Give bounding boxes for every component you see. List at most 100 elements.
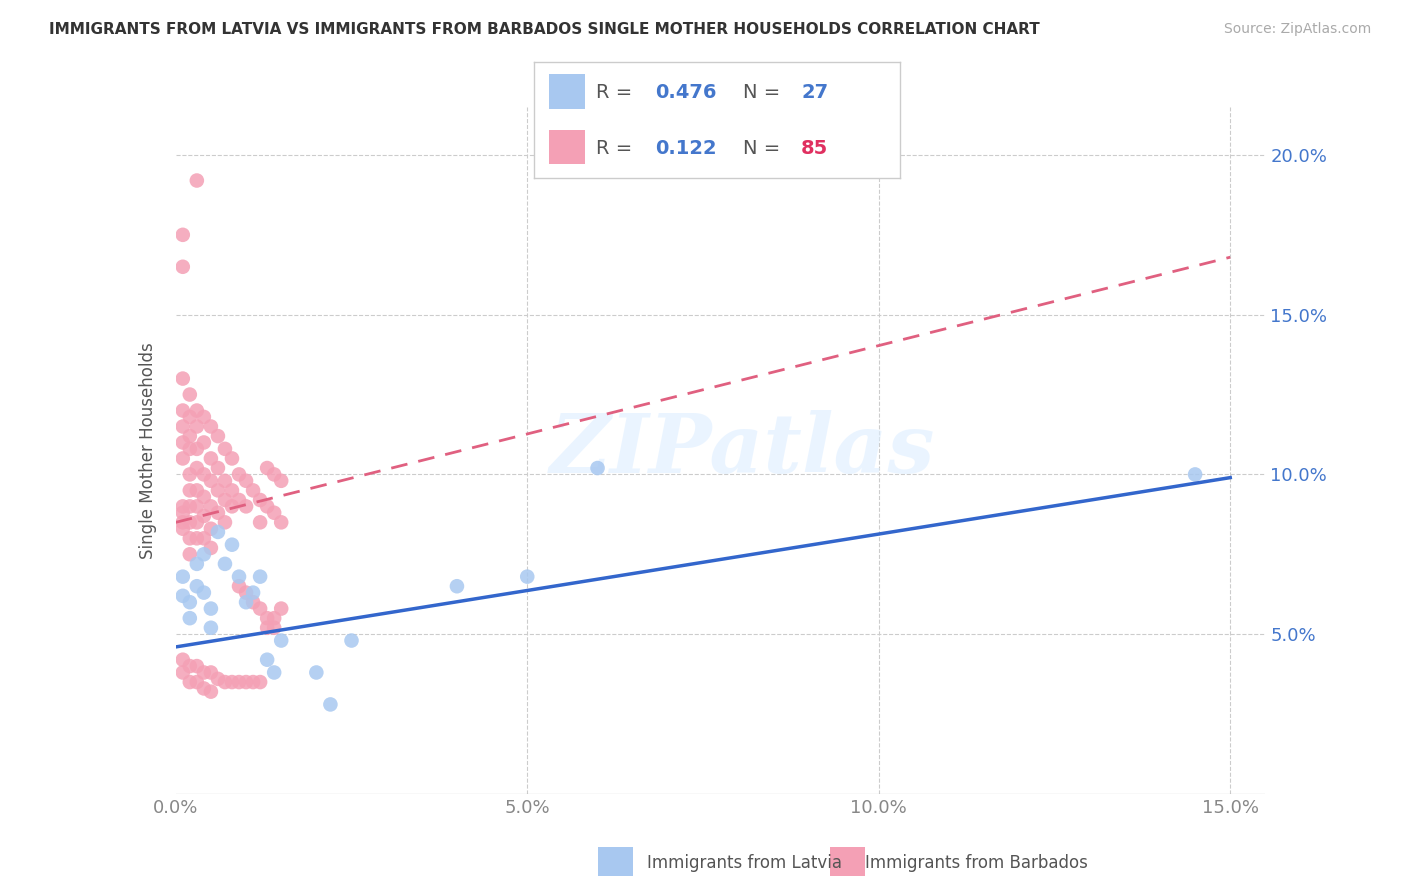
Point	[263, 506, 285, 520]
Point	[235, 585, 257, 599]
Text: R =: R =	[596, 83, 638, 102]
Text: 27: 27	[801, 83, 828, 102]
Point	[242, 595, 264, 609]
Point	[256, 461, 278, 475]
Point	[200, 541, 222, 555]
Point	[586, 461, 609, 475]
Point	[200, 500, 222, 514]
Point	[172, 227, 194, 242]
Point	[179, 595, 201, 609]
Point	[186, 659, 208, 673]
Point	[186, 442, 208, 456]
Point	[200, 665, 222, 680]
Point	[214, 493, 236, 508]
Point	[186, 675, 208, 690]
Point	[221, 483, 243, 498]
Point	[200, 522, 222, 536]
Point	[186, 173, 208, 187]
Text: N =: N =	[742, 139, 786, 158]
Point	[172, 506, 194, 520]
Point	[305, 665, 328, 680]
Point	[179, 611, 201, 625]
Point	[235, 500, 257, 514]
Point	[214, 675, 236, 690]
Point	[207, 461, 229, 475]
Point	[221, 675, 243, 690]
Point	[256, 621, 278, 635]
Point	[263, 621, 285, 635]
Point	[214, 516, 236, 530]
Text: Source: ZipAtlas.com: Source: ZipAtlas.com	[1223, 22, 1371, 37]
Point	[186, 403, 208, 417]
Point	[270, 633, 292, 648]
Text: 0.122: 0.122	[655, 139, 717, 158]
Point	[172, 403, 194, 417]
Point	[249, 493, 271, 508]
Point	[235, 675, 257, 690]
Point	[186, 419, 208, 434]
Point	[193, 531, 215, 545]
Point	[193, 490, 215, 504]
Point	[263, 611, 285, 625]
Text: 0.476: 0.476	[655, 83, 717, 102]
Point	[256, 500, 278, 514]
Point	[193, 547, 215, 561]
Text: ZIPatlas: ZIPatlas	[550, 410, 935, 491]
Point	[207, 524, 229, 539]
Point	[193, 508, 215, 523]
Point	[172, 653, 194, 667]
Text: N =: N =	[742, 83, 786, 102]
Point	[172, 500, 194, 514]
Point	[193, 585, 215, 599]
Text: Immigrants from Barbados: Immigrants from Barbados	[865, 855, 1088, 872]
Point	[200, 419, 222, 434]
Point	[200, 684, 222, 698]
Point	[207, 506, 229, 520]
Point	[179, 516, 201, 530]
Point	[172, 569, 194, 583]
Point	[179, 387, 201, 401]
Point	[249, 601, 271, 615]
Text: R =: R =	[596, 139, 638, 158]
Point	[193, 681, 215, 696]
Point	[256, 611, 278, 625]
Text: 85: 85	[801, 139, 828, 158]
Text: IMMIGRANTS FROM LATVIA VS IMMIGRANTS FROM BARBADOS SINGLE MOTHER HOUSEHOLDS CORR: IMMIGRANTS FROM LATVIA VS IMMIGRANTS FRO…	[49, 22, 1040, 37]
Point	[179, 500, 201, 514]
Point	[446, 579, 468, 593]
Point	[228, 493, 250, 508]
Point	[214, 474, 236, 488]
Point	[242, 483, 264, 498]
Point	[179, 467, 201, 482]
Point	[249, 516, 271, 530]
Point	[221, 500, 243, 514]
Point	[214, 442, 236, 456]
Point	[319, 698, 342, 712]
Point	[172, 665, 194, 680]
Point	[193, 665, 215, 680]
Point	[186, 579, 208, 593]
FancyBboxPatch shape	[548, 129, 585, 164]
Point	[256, 653, 278, 667]
Point	[179, 547, 201, 561]
Point	[221, 451, 243, 466]
Point	[214, 557, 236, 571]
Point	[179, 429, 201, 443]
Point	[263, 467, 285, 482]
Point	[193, 409, 215, 424]
Point	[200, 451, 222, 466]
Point	[179, 409, 201, 424]
Point	[172, 260, 194, 274]
Point	[242, 585, 264, 599]
FancyBboxPatch shape	[548, 74, 585, 109]
Point	[270, 516, 292, 530]
Point	[179, 531, 201, 545]
Point	[172, 522, 194, 536]
Point	[172, 419, 194, 434]
Point	[193, 435, 215, 450]
Point	[193, 467, 215, 482]
Point	[172, 589, 194, 603]
Point	[200, 474, 222, 488]
Point	[179, 675, 201, 690]
Point	[235, 595, 257, 609]
